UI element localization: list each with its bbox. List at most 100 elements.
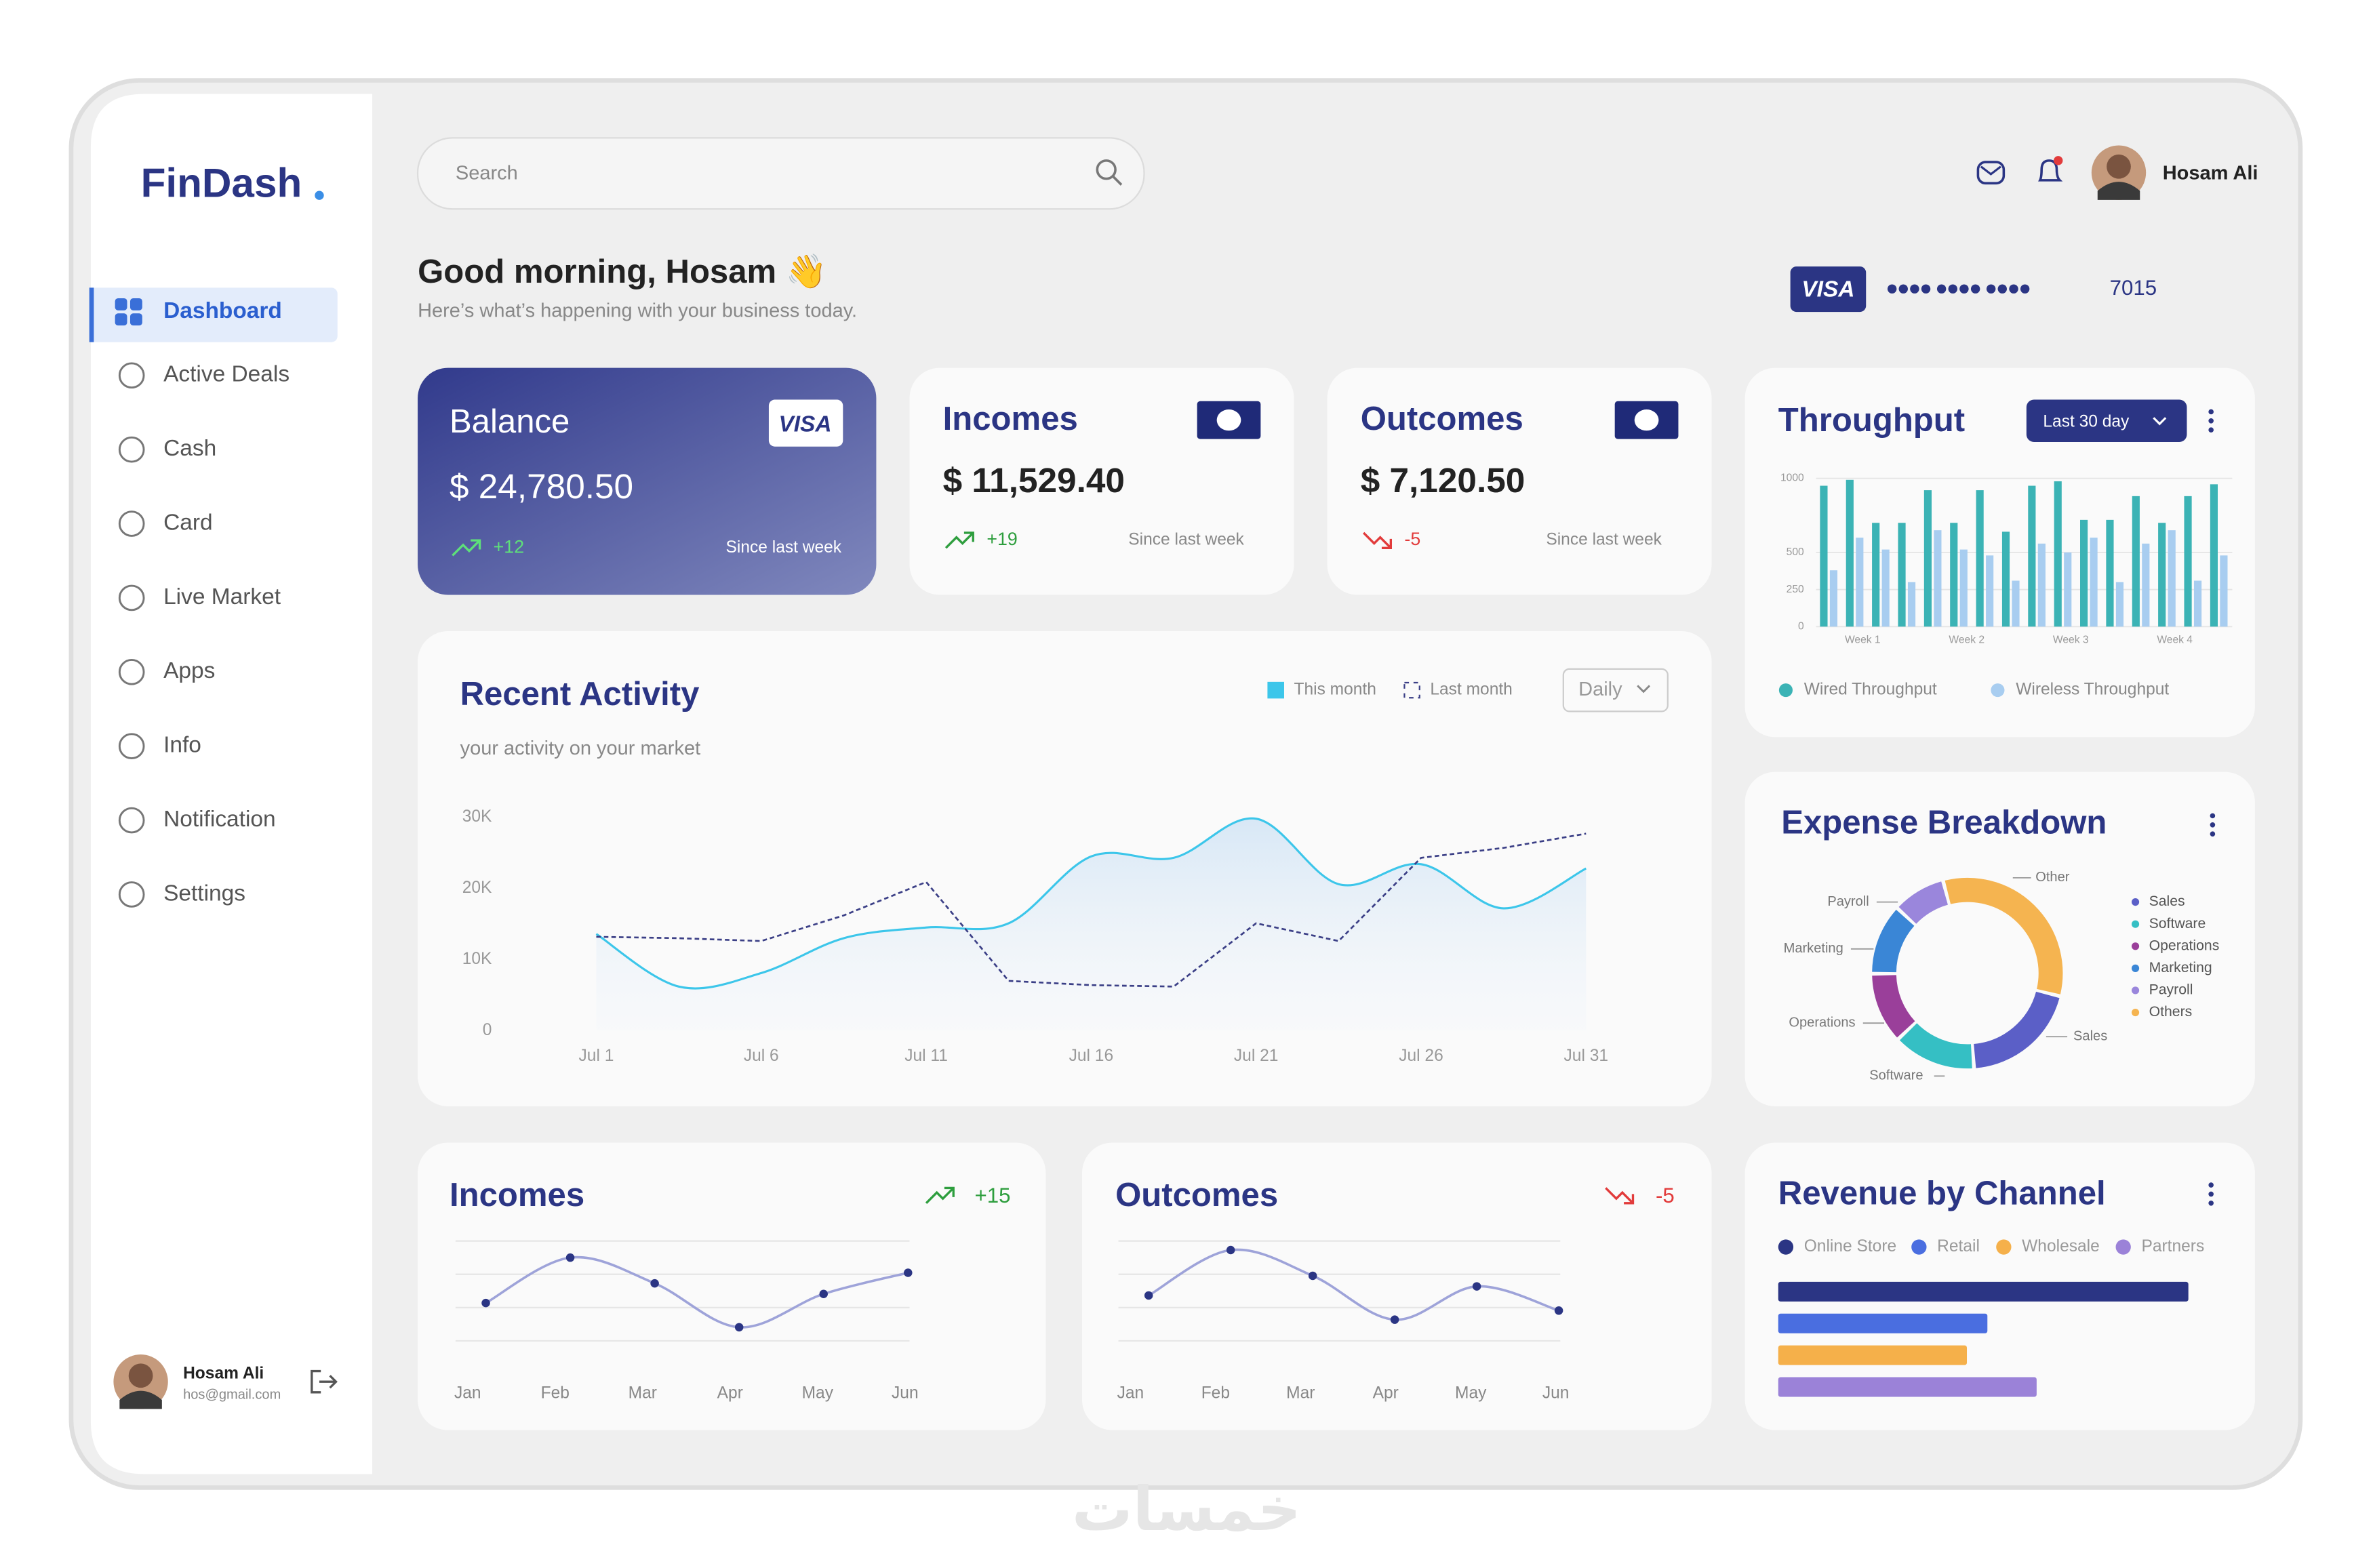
stat-note: Since last week: [1128, 531, 1244, 549]
stat-title: Balance: [450, 403, 570, 440]
nav-icon: [118, 881, 145, 908]
stat-amount: $ 24,780.50: [450, 467, 633, 506]
x-tick-label: Jan: [454, 1384, 481, 1403]
nav-icon: [118, 510, 145, 537]
search-placeholder[interactable]: Search: [456, 163, 518, 184]
dropdown-label[interactable]: Daily: [1578, 679, 1622, 700]
trend-icon: [452, 539, 481, 557]
card-title: Incomes: [450, 1177, 584, 1213]
nav-item[interactable]: Notification: [163, 807, 276, 832]
bar: [1881, 549, 1890, 627]
menu-dot[interactable]: [2208, 427, 2214, 433]
callout-label: Other: [2035, 870, 2070, 885]
bar: [1986, 555, 1994, 627]
donut-slice: [1945, 877, 2063, 994]
range-dropdown[interactable]: [2026, 399, 2187, 443]
menu-dot[interactable]: [2208, 1201, 2214, 1206]
bar: [2012, 580, 2020, 627]
bar: [2220, 555, 2228, 627]
brand-dot: [315, 190, 324, 200]
nav-item[interactable]: Settings: [163, 881, 245, 906]
stat-change: +12: [494, 536, 524, 557]
trend-change: +15: [975, 1184, 1011, 1207]
point: [481, 1298, 490, 1308]
search-icon: [1111, 174, 1123, 186]
bar: [1846, 479, 1854, 627]
nav-item[interactable]: Dashboard: [163, 298, 282, 323]
stat-change: +19: [986, 529, 1017, 549]
visa-badge: [1790, 266, 1867, 313]
stat-title: Outcomes: [1361, 401, 1523, 437]
card-subtitle: your activity on your market: [460, 738, 701, 759]
point: [1390, 1315, 1399, 1324]
menu-dot[interactable]: [2208, 418, 2214, 424]
legend-dot: [2131, 964, 2140, 972]
nav-item[interactable]: Live Market: [163, 584, 281, 609]
menu-dot[interactable]: [2208, 1191, 2214, 1197]
bar: [1778, 1281, 2189, 1302]
x-tick-label: Jun: [1542, 1384, 1570, 1403]
bar: [2064, 552, 2072, 627]
legend-dot: [1996, 1239, 2012, 1255]
nav-item[interactable]: Cash: [163, 436, 216, 461]
logout-icon[interactable]: [311, 1369, 338, 1394]
point: [734, 1323, 744, 1332]
legend-dot: [2131, 942, 2140, 950]
legend-label: Sales: [2149, 893, 2185, 909]
bar: [2210, 484, 2218, 627]
user-email: hos@gmail.com: [183, 1388, 281, 1403]
menu-dot[interactable]: [2210, 831, 2216, 837]
bar: [2158, 523, 2166, 627]
outcomes-trend-card: [1081, 1142, 1712, 1430]
x-tick-label: Jul 6: [744, 1047, 779, 1065]
menu-dot[interactable]: [2208, 409, 2214, 415]
legend-label: Operations: [2149, 938, 2220, 953]
period-dropdown[interactable]: [1562, 668, 1669, 712]
menu-dot[interactable]: [2210, 813, 2216, 819]
nav-active-bg[interactable]: [89, 287, 338, 342]
search-icon[interactable]: [1096, 159, 1117, 180]
incomes-trend-card: [418, 1142, 1046, 1430]
nav-item[interactable]: Info: [163, 733, 201, 758]
y-tick-label: 10K: [462, 950, 492, 968]
nav-icon: [118, 659, 145, 685]
bell-icon[interactable]: [2038, 159, 2063, 182]
x-tick-label: Jul 11: [904, 1047, 948, 1065]
x-tick-label: May: [1455, 1384, 1487, 1403]
trend-icon: [1605, 1187, 1635, 1205]
x-tick-label: Week 2: [1949, 635, 1985, 646]
bar: [2142, 543, 2150, 627]
y-tick-label: 0: [1798, 620, 1804, 632]
nav-item[interactable]: Active Deals: [163, 362, 290, 387]
callout-label: Software: [1869, 1068, 1923, 1083]
point: [565, 1253, 575, 1262]
bar: [1907, 582, 1916, 627]
point: [1226, 1245, 1235, 1255]
sidebar: [90, 94, 373, 1474]
nav-item[interactable]: Apps: [163, 658, 215, 683]
line: [485, 1255, 909, 1329]
money-icon: [1634, 409, 1659, 431]
bar: [1829, 570, 1838, 627]
legend-label: Wired Throughput: [1804, 681, 1937, 699]
trend-change: -5: [1656, 1184, 1675, 1207]
legend-dot: [1991, 683, 2005, 698]
nav-item[interactable]: Card: [163, 510, 213, 535]
card-last-digits: 7015: [2110, 276, 2157, 300]
point: [1308, 1271, 1317, 1281]
watermark: خمسات: [1072, 1474, 1301, 1545]
x-tick-label: Week 3: [2053, 635, 2089, 646]
dropdown-label[interactable]: Last 30 day: [2043, 413, 2130, 431]
bar: [2115, 582, 2124, 627]
bar: [1778, 1345, 1968, 1365]
card-number: ●●●● ●●●● ●●●●: [1886, 276, 2030, 300]
menu-dot[interactable]: [2210, 822, 2216, 828]
menu-dot[interactable]: [2208, 1182, 2214, 1188]
legend-dot: [1911, 1239, 1927, 1255]
search-box[interactable]: [416, 137, 1145, 210]
legend-dot: [2115, 1239, 2131, 1255]
brand: FinDash: [141, 160, 302, 206]
donut-slice: [1872, 974, 1915, 1038]
mail-icon[interactable]: [1976, 161, 2006, 185]
legend-dot: [1778, 1239, 1794, 1255]
